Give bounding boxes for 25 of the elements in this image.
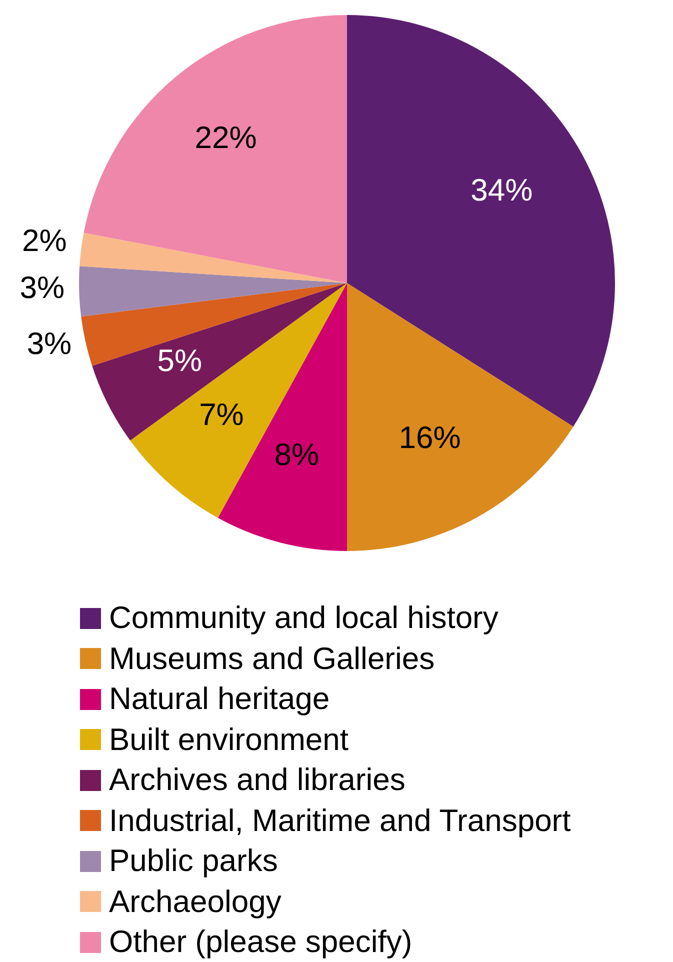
pie-slice <box>130 283 347 518</box>
data-label: 22% <box>194 120 257 156</box>
data-label: 7% <box>199 397 244 432</box>
pie-slice <box>347 15 614 427</box>
legend-label: Archaeology <box>109 884 282 920</box>
legend-label: Public parks <box>109 843 278 880</box>
legend-label: Museums and Galleries <box>109 640 435 677</box>
data-label: 5% <box>157 343 202 378</box>
pie-slice <box>80 232 347 283</box>
pie-slice <box>92 283 347 441</box>
data-label: 34% <box>470 172 533 208</box>
data-label: 2% <box>22 222 67 258</box>
data-label: 3% <box>20 270 65 305</box>
legend-label: Industrial, Maritime and Transport <box>109 802 571 839</box>
legend-label: Community and local history <box>109 600 498 636</box>
data-label: 16% <box>398 420 461 456</box>
data-label: 3% <box>26 326 72 361</box>
legend-label: Built environment <box>109 722 349 758</box>
legend-label: Archives and libraries <box>109 762 406 798</box>
pie-slice <box>79 266 347 317</box>
legend-label: Natural heritage <box>109 681 330 718</box>
pie-slice <box>347 283 574 551</box>
data-label: 8% <box>274 437 320 472</box>
legend-label: Other (please specify) <box>109 924 412 960</box>
pie-slice <box>84 15 347 283</box>
